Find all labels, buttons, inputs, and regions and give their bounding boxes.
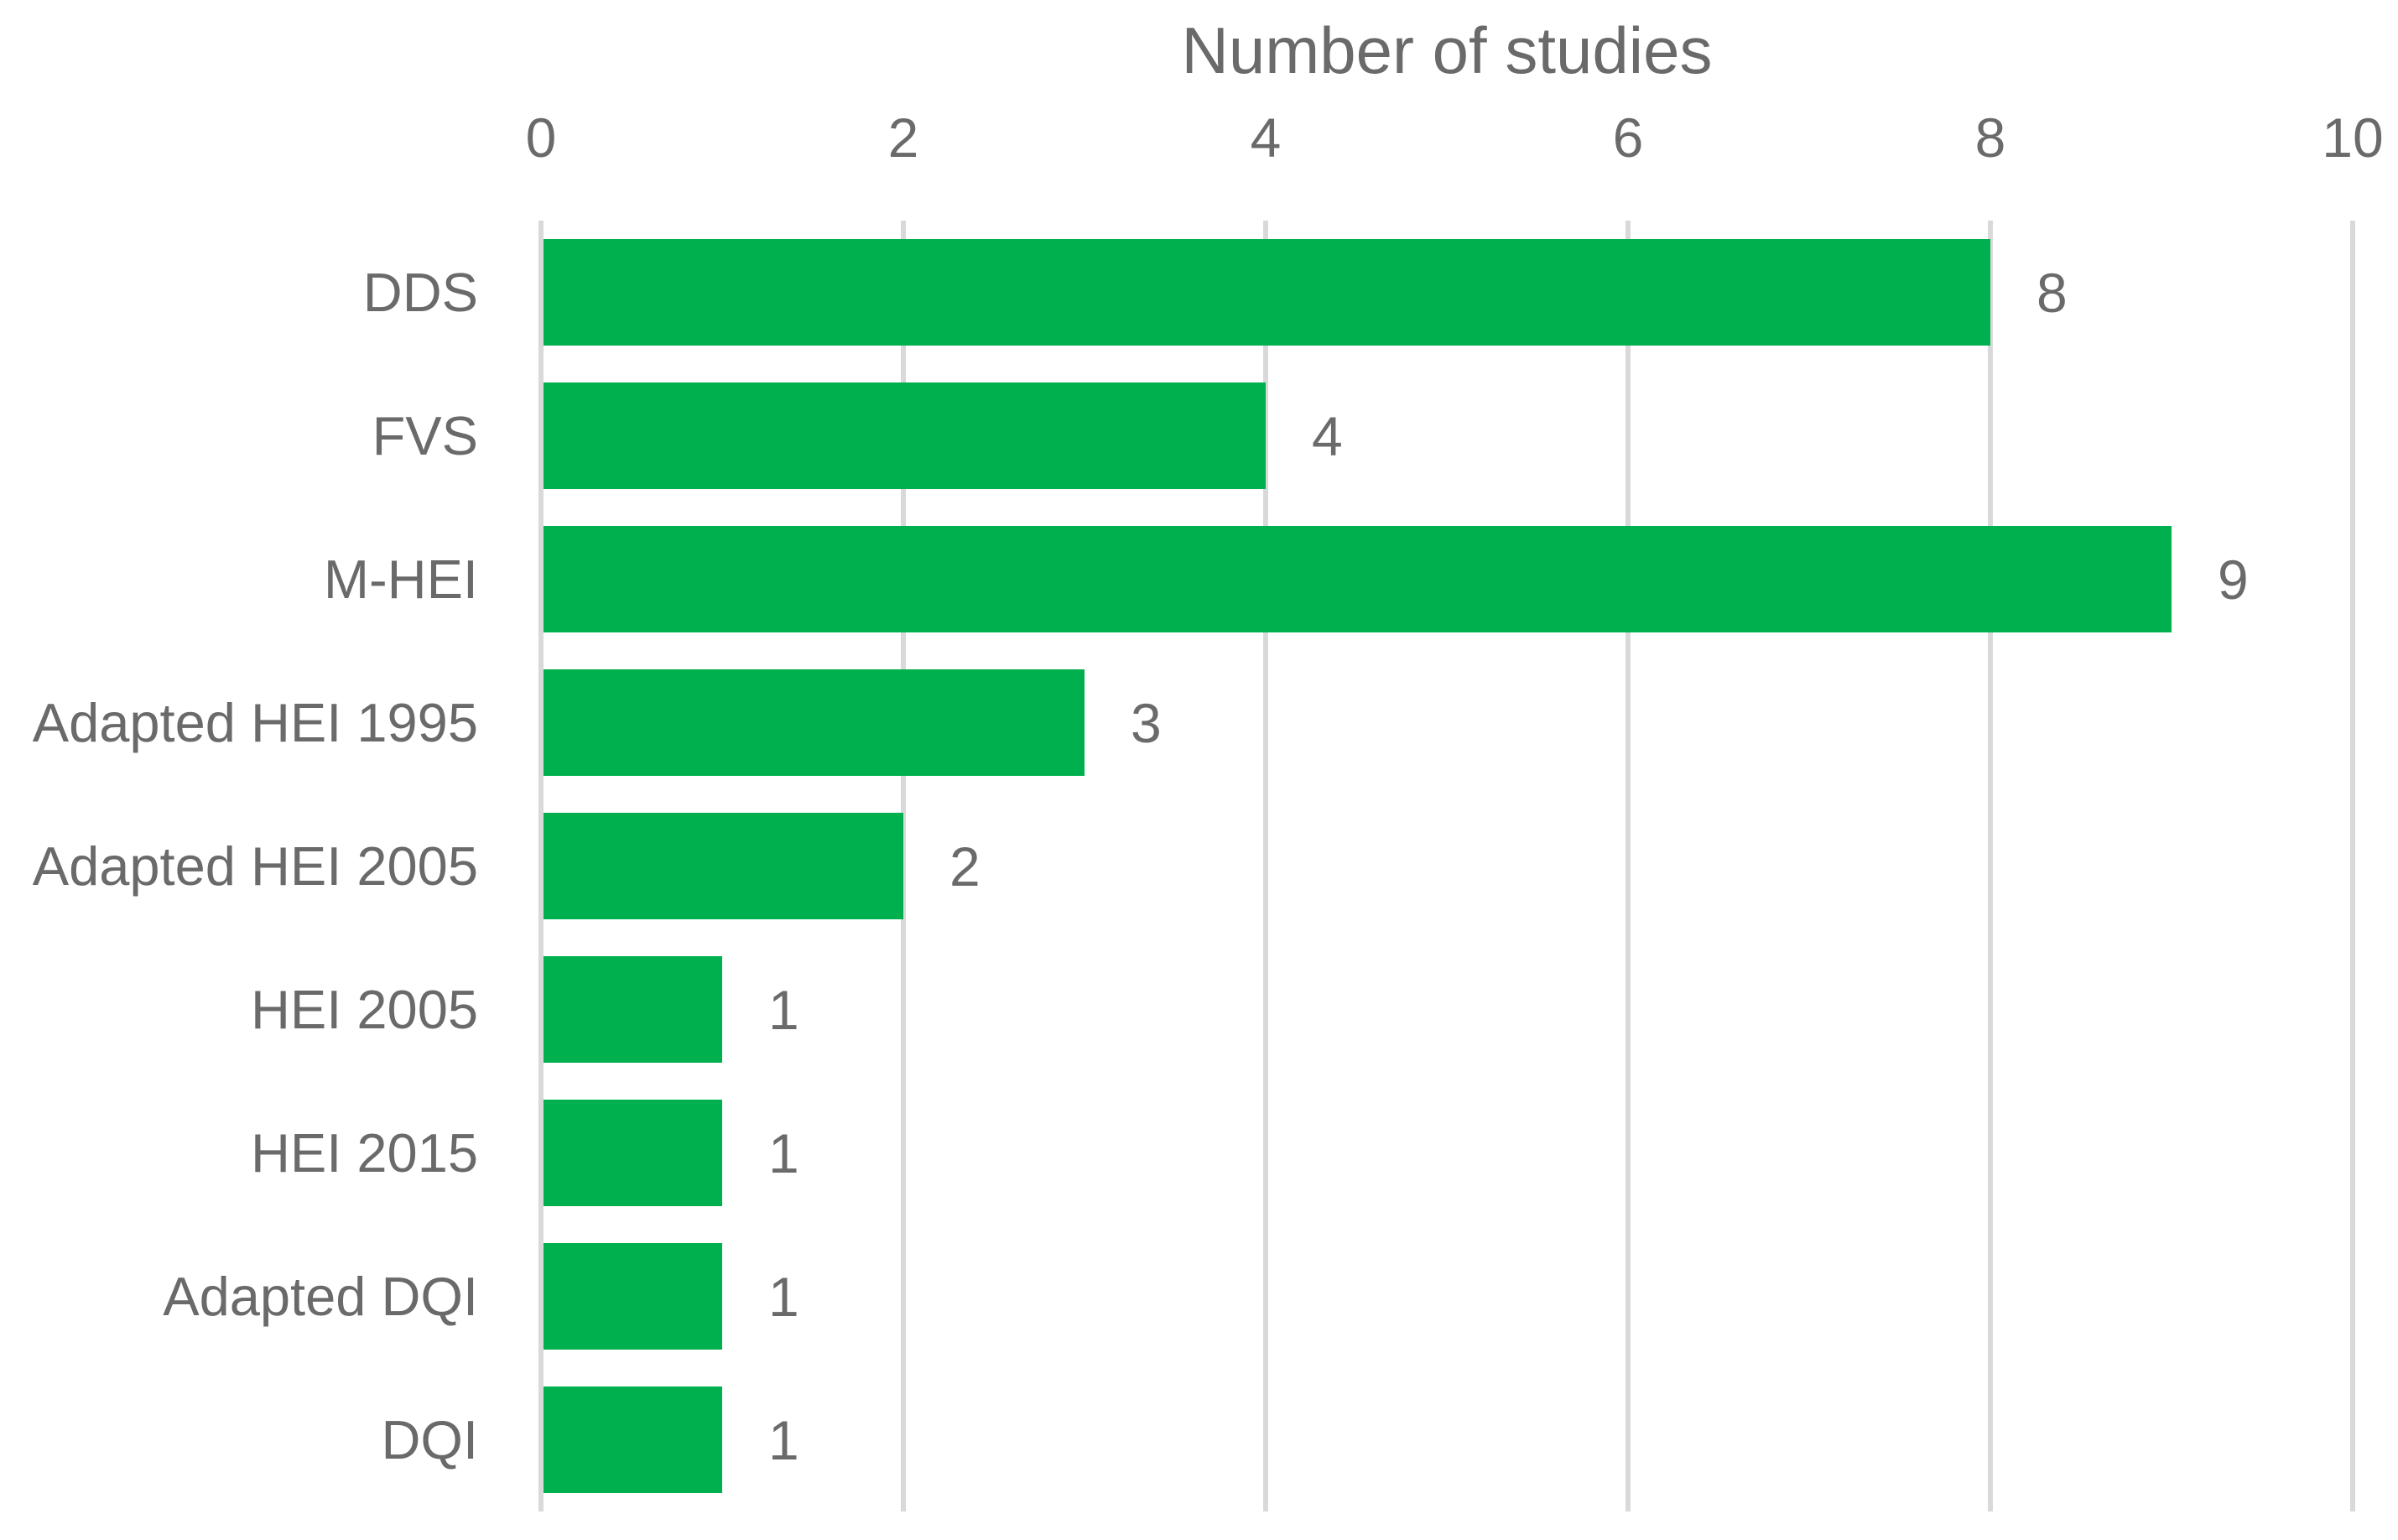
bar — [544, 1243, 722, 1350]
value-label: 8 — [2036, 261, 2068, 324]
category-label: DQI — [381, 1409, 478, 1470]
bar — [544, 239, 1990, 346]
category-label: HEI 2005 — [250, 979, 478, 1040]
category-label: Adapted DQI — [163, 1266, 478, 1327]
x-tick-label: 4 — [1250, 107, 1282, 169]
value-label: 1 — [768, 1265, 799, 1328]
bar — [544, 382, 1266, 489]
x-tick-label: 2 — [887, 107, 919, 169]
x-tick-label: 8 — [1974, 107, 2006, 169]
bar — [544, 669, 1085, 776]
bar — [544, 526, 2172, 632]
gridline — [1263, 221, 1268, 1511]
gridline — [901, 221, 906, 1511]
gridline — [1988, 221, 1993, 1511]
axis-line — [538, 221, 544, 1511]
value-label: 3 — [1131, 691, 1162, 754]
category-label: FVS — [372, 405, 478, 466]
value-label: 1 — [768, 978, 799, 1041]
bar — [544, 813, 903, 919]
value-label: 9 — [2218, 548, 2249, 611]
category-label: Adapted HEI 1995 — [32, 692, 478, 753]
gridline — [2350, 221, 2355, 1511]
value-label: 2 — [949, 835, 981, 897]
category-label: HEI 2015 — [250, 1122, 478, 1184]
category-label: Adapted HEI 2005 — [32, 835, 478, 897]
bar — [544, 1387, 722, 1493]
x-tick-label: 6 — [1612, 107, 1644, 169]
value-label: 1 — [768, 1121, 799, 1184]
x-tick-label: 10 — [2322, 107, 2384, 169]
category-label: DDS — [362, 262, 478, 323]
bar — [544, 1100, 722, 1206]
x-tick-label: 0 — [525, 107, 557, 169]
gridline — [1626, 221, 1631, 1511]
bar — [544, 956, 722, 1063]
value-label: 4 — [1312, 404, 1343, 467]
category-label: M-HEI — [323, 549, 478, 610]
value-label: 1 — [768, 1408, 799, 1471]
chart-title: Number of studies — [1181, 13, 1713, 87]
